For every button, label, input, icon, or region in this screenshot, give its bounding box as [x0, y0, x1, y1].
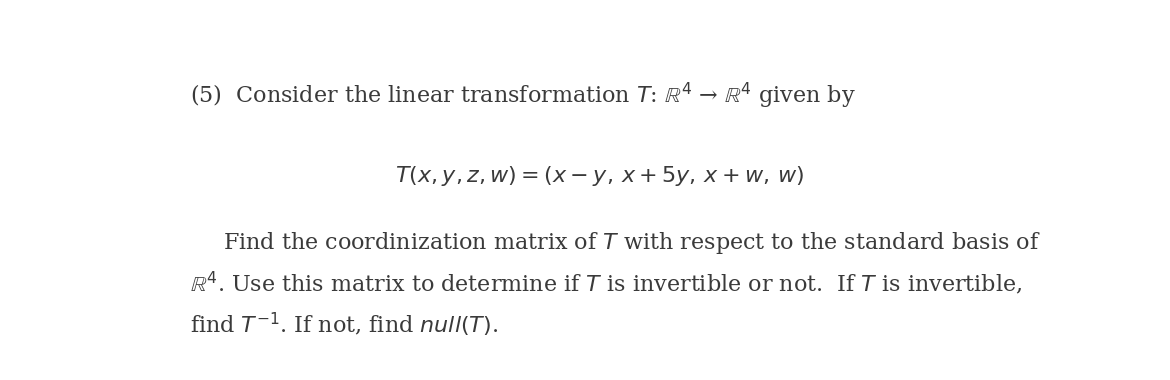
Text: (5)  Consider the linear transformation $T$: $\mathbb{R}^4$ → $\mathbb{R}^4$ giv: (5) Consider the linear transformation $… [190, 81, 855, 111]
Text: $\mathbb{R}^4$. Use this matrix to determine if $T$ is invertible or not.  If $T: $\mathbb{R}^4$. Use this matrix to deter… [190, 269, 1023, 297]
Text: find $T^{-1}$. If not, find $\mathit{null}(T)$.: find $T^{-1}$. If not, find $\mathit{nul… [190, 310, 498, 339]
Text: $T(x, y, z, w) = (x - y,\, x + 5y,\, x + w,\, w)$: $T(x, y, z, w) = (x - y,\, x + 5y,\, x +… [394, 164, 805, 188]
Text: Find the coordinization matrix of $T$ with respect to the standard basis of: Find the coordinization matrix of $T$ wi… [223, 230, 1041, 256]
